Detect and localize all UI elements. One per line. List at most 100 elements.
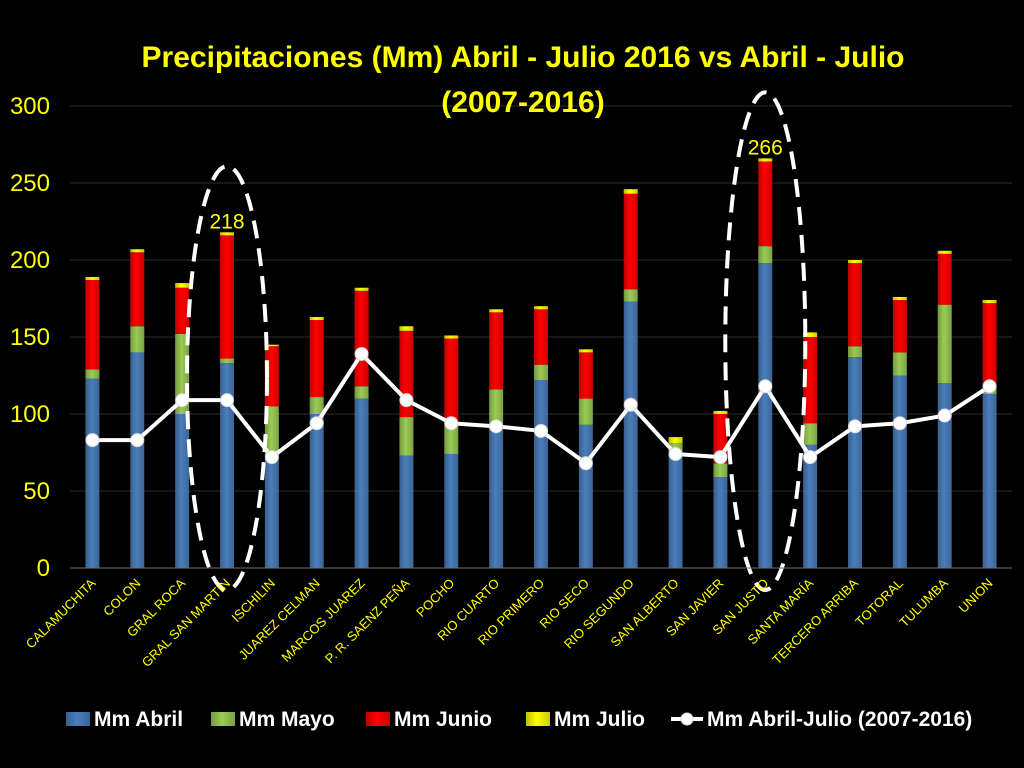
legend-swatch bbox=[211, 712, 235, 726]
bar-segment bbox=[444, 454, 459, 568]
average-line-point bbox=[848, 419, 862, 434]
bar-segment bbox=[130, 252, 145, 327]
bar-segment bbox=[534, 309, 548, 365]
bar-segment bbox=[623, 189, 638, 194]
bar-segment bbox=[130, 249, 145, 253]
legend-line-marker bbox=[680, 712, 694, 726]
bar-segment bbox=[892, 296, 907, 301]
average-line-point bbox=[758, 379, 773, 394]
bar-segment bbox=[354, 386, 369, 399]
x-tick-label: UNION bbox=[955, 576, 995, 616]
bar-segment bbox=[309, 316, 324, 321]
y-tick-label: 200 bbox=[10, 247, 50, 274]
bar-segment bbox=[758, 161, 773, 247]
chart-subtitle: (2007-2016) bbox=[441, 86, 604, 119]
legend-swatch bbox=[66, 712, 90, 726]
legend-label: Mm Mayo bbox=[239, 708, 335, 731]
legend-label: Mm Abril-Julio (2007-2016) bbox=[707, 708, 972, 731]
x-tick-label: GRAL SAN MARTIN bbox=[139, 576, 233, 670]
bar-segment bbox=[85, 280, 100, 370]
average-line-point bbox=[534, 423, 548, 438]
bar-segment bbox=[354, 290, 369, 387]
y-tick-label: 50 bbox=[23, 478, 50, 505]
bar-segment bbox=[848, 263, 862, 347]
legend-label: Mm Abril bbox=[94, 708, 183, 731]
bar-segment bbox=[937, 304, 952, 384]
data-label: 266 bbox=[748, 136, 783, 159]
bar-segment bbox=[85, 276, 100, 281]
bar-segment bbox=[534, 364, 548, 381]
bar-segment bbox=[758, 263, 773, 568]
bar-segment bbox=[982, 300, 997, 304]
bar-segment bbox=[175, 287, 190, 334]
y-tick-label: 100 bbox=[10, 401, 50, 428]
bar-segment bbox=[220, 235, 234, 359]
bar-segment bbox=[892, 352, 907, 376]
x-tick-label: TERCERO ARRIBA bbox=[769, 575, 861, 667]
average-line-point bbox=[578, 456, 593, 471]
bar-segment bbox=[309, 397, 324, 414]
bar-segment bbox=[578, 398, 593, 425]
bar-segment bbox=[848, 357, 862, 568]
bar-segment bbox=[937, 383, 952, 568]
bar-segment bbox=[220, 358, 234, 364]
average-line-point bbox=[444, 416, 459, 431]
bar-segment bbox=[758, 246, 773, 264]
bar-segment bbox=[713, 477, 728, 568]
bar-segment bbox=[668, 437, 683, 444]
bar-segment bbox=[848, 346, 862, 358]
average-line-point bbox=[892, 416, 907, 431]
bar-segment bbox=[264, 455, 279, 568]
highlight-ellipse bbox=[185, 164, 269, 593]
average-line-point bbox=[803, 450, 818, 465]
bar-segment bbox=[399, 417, 414, 456]
x-tick-label: COLON bbox=[100, 576, 143, 619]
bar-segment bbox=[309, 320, 324, 398]
average-line-point bbox=[623, 397, 638, 412]
bar-segment bbox=[803, 423, 818, 445]
y-tick-label: 0 bbox=[37, 555, 50, 582]
x-tick-label: JUAREZ CELMAN bbox=[236, 576, 323, 663]
bar-segment bbox=[668, 454, 683, 568]
bar-segment bbox=[534, 306, 548, 310]
bar-segment bbox=[489, 429, 504, 568]
bar-segment bbox=[354, 398, 369, 568]
y-tick-label: 150 bbox=[10, 324, 50, 351]
bar-segment bbox=[623, 301, 638, 568]
bar-segment bbox=[534, 380, 548, 568]
bar-segment bbox=[399, 326, 414, 331]
average-line-point bbox=[264, 450, 279, 465]
legend-swatch bbox=[526, 712, 550, 726]
bar-segment bbox=[354, 287, 369, 291]
bar-segment bbox=[982, 393, 997, 568]
chart-title: Precipitaciones (Mm) Abril - Julio 2016 … bbox=[142, 41, 905, 74]
bar-segment bbox=[264, 406, 279, 456]
bar-segment bbox=[578, 424, 593, 568]
bar-segment bbox=[937, 250, 952, 254]
bar-segment bbox=[130, 326, 145, 353]
average-line-point bbox=[937, 408, 952, 423]
highlight-ellipses bbox=[185, 90, 808, 593]
bar-segment bbox=[489, 389, 504, 430]
average-line-point bbox=[713, 450, 728, 465]
legend-label: Mm Julio bbox=[554, 708, 645, 731]
bar-segment bbox=[623, 289, 638, 302]
bar-segment bbox=[803, 444, 818, 568]
average-line-point bbox=[399, 393, 414, 408]
bar-segment bbox=[713, 463, 728, 478]
bar-segment bbox=[130, 352, 145, 568]
bar-segment bbox=[444, 338, 459, 425]
average-line-point bbox=[220, 393, 234, 408]
bar-segment bbox=[175, 414, 190, 568]
x-tick-label: MARCOS JUAREZ bbox=[278, 575, 367, 664]
bar-segment bbox=[489, 312, 504, 390]
bar-segment bbox=[220, 232, 234, 236]
data-label: 218 bbox=[209, 210, 244, 233]
bar-segment bbox=[85, 369, 100, 379]
bar-segment bbox=[848, 260, 862, 264]
bar-segment bbox=[444, 424, 459, 455]
bar-segment bbox=[892, 375, 907, 568]
legend-swatch bbox=[366, 712, 390, 726]
bar-segment bbox=[220, 363, 234, 568]
